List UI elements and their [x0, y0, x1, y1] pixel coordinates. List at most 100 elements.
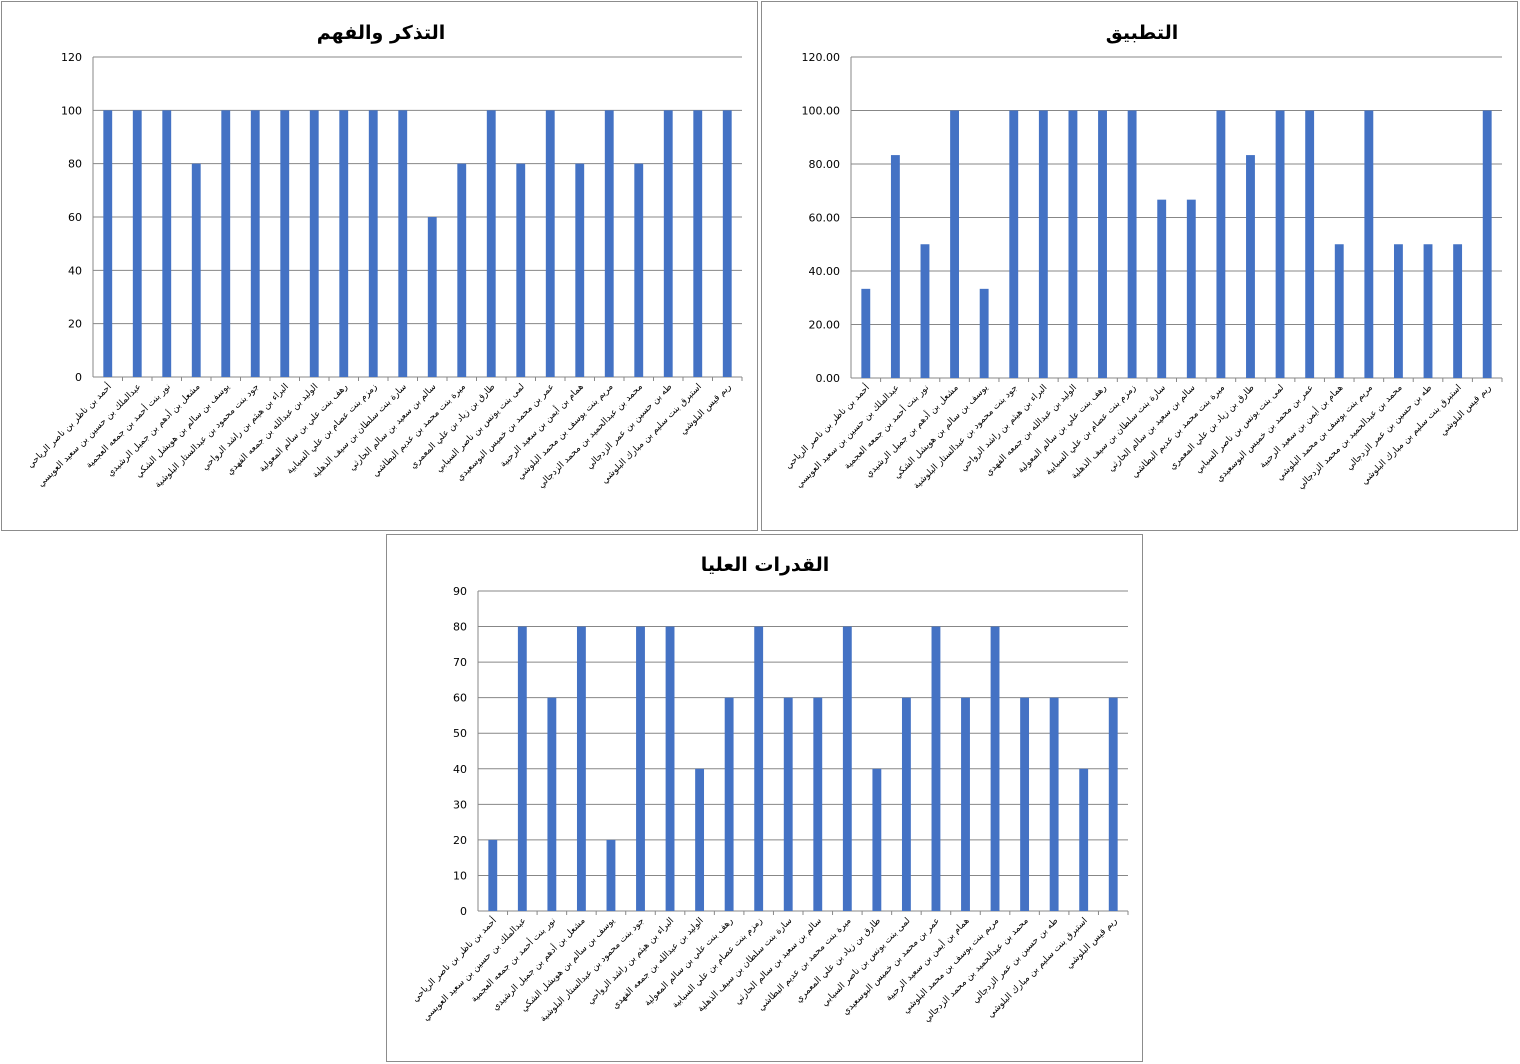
bar: [1127, 110, 1137, 378]
bar: [221, 110, 231, 377]
bar: [1068, 110, 1078, 378]
bar: [1364, 110, 1374, 378]
chart-panel-remember-understand: التذكر والفهم 0 20 40 60 80 100 120 أحمد بن ناظر…: [1, 1, 758, 531]
bar: [813, 697, 823, 911]
bar: [1098, 110, 1107, 378]
y-tick-label: 100.00: [802, 105, 841, 118]
y-tick-label: 60: [453, 692, 467, 705]
x-category-label: ريم قيس البلوشي: [1438, 383, 1493, 438]
bar: [606, 839, 616, 911]
bar: [1334, 244, 1344, 378]
bar: [961, 697, 970, 911]
x-category-label: محمد بن عبدالحميد بن محمد الزدجالي: [536, 382, 645, 491]
bar: [990, 626, 1000, 911]
bar: [516, 163, 526, 377]
bar: [783, 697, 793, 911]
bar: [604, 110, 614, 377]
bar: [1275, 110, 1285, 378]
y-tick-label: 80: [453, 621, 467, 634]
x-category-label: ريم قيس البلوشي: [678, 382, 733, 437]
bar: [1186, 199, 1196, 378]
bar: [191, 163, 201, 377]
bar: [575, 163, 585, 377]
bar: [1020, 697, 1030, 911]
bar: [488, 839, 498, 911]
x-category-label: محمد بن عبدالحميد بن محمد الزدجالي: [922, 916, 1031, 1025]
bar: [280, 110, 290, 377]
bar: [1423, 244, 1433, 378]
bar: [1393, 244, 1403, 378]
chart-panel-application: التطبيق 0.00 20.00 40.00 60.00 80.00 100.00 120…: [761, 1, 1518, 531]
y-tick-label: 120: [61, 51, 82, 64]
bar: [457, 163, 467, 377]
chart-title: القدرات العليا: [701, 554, 829, 576]
bar: [842, 626, 852, 911]
bar: [665, 626, 675, 911]
bar: [398, 110, 408, 377]
y-tick-label: 0: [460, 905, 467, 918]
bar: [890, 155, 900, 378]
y-tick-label: 40.00: [809, 265, 841, 278]
bar: [1305, 110, 1315, 378]
chart-panel-higher-abilities: القدرات العليا 0 10 20 30 40 50 60 70 80 90 أحمد بن…: [386, 534, 1143, 1062]
bar: [1157, 199, 1167, 378]
bar: [576, 626, 586, 911]
bar: [920, 244, 930, 378]
bar: [545, 110, 555, 377]
bar: [861, 288, 871, 378]
bar: [162, 110, 172, 377]
bar: [547, 697, 557, 911]
y-tick-label: 60.00: [809, 212, 841, 225]
y-tick-label: 80: [68, 158, 82, 171]
bar: [1009, 110, 1019, 378]
y-tick-label: 90: [453, 585, 467, 598]
bar: [663, 110, 673, 377]
y-tick-label: 30: [453, 798, 467, 811]
y-tick-label: 10: [453, 869, 467, 882]
bar: [1216, 110, 1226, 378]
bar: [1482, 110, 1492, 378]
bar: [724, 697, 734, 911]
y-tick-label: 40: [68, 264, 82, 277]
bar: [872, 768, 882, 911]
bar: [517, 626, 527, 911]
bar: [368, 110, 378, 377]
bar: [1108, 697, 1118, 911]
bar: [754, 626, 764, 911]
chart-title: التطبيق: [1106, 22, 1179, 44]
bar: [1246, 155, 1255, 378]
y-tick-label: 120.00: [802, 51, 841, 64]
bar: [634, 163, 644, 377]
bar: [979, 288, 989, 378]
bar: [931, 626, 941, 911]
y-tick-label: 20: [453, 834, 467, 847]
x-category-label: ريم قيس البلوشي: [1064, 916, 1119, 971]
y-tick-label: 0.00: [816, 372, 841, 385]
bar: [427, 217, 437, 377]
bar: [132, 110, 142, 377]
bar: [1453, 244, 1463, 378]
bar: [339, 110, 349, 377]
y-tick-label: 80.00: [809, 158, 841, 171]
y-tick-label: 50: [453, 727, 467, 740]
bar: [1079, 768, 1089, 911]
y-tick-label: 40: [453, 763, 467, 776]
bar: [693, 110, 703, 377]
y-tick-label: 0: [75, 371, 82, 384]
bar: [901, 697, 911, 911]
y-tick-label: 70: [453, 656, 467, 669]
bar: [695, 768, 705, 911]
bar: [486, 110, 496, 377]
bar: [722, 110, 732, 377]
bar: [1038, 110, 1048, 378]
chart-title: التذكر والفهم: [317, 22, 445, 44]
bar: [1049, 697, 1059, 911]
y-tick-label: 20: [68, 318, 82, 331]
y-tick-label: 60: [68, 211, 82, 224]
bar: [636, 626, 645, 911]
chart-application: التطبيق 0.00 20.00 40.00 60.00 80.00 100.00 120…: [782, 22, 1503, 492]
bar: [309, 110, 319, 377]
y-tick-label: 20.00: [809, 319, 841, 332]
